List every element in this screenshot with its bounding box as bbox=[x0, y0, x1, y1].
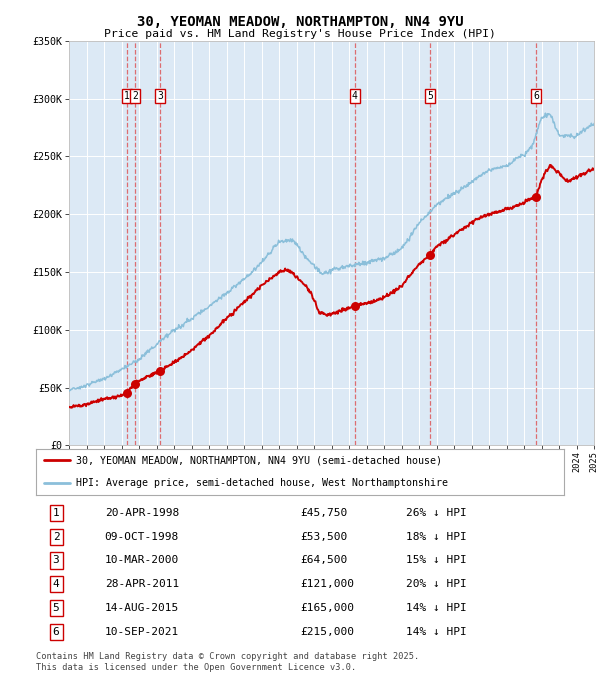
Text: 20% ↓ HPI: 20% ↓ HPI bbox=[406, 579, 466, 590]
Text: 10-SEP-2021: 10-SEP-2021 bbox=[104, 627, 179, 637]
Text: HPI: Average price, semi-detached house, West Northamptonshire: HPI: Average price, semi-detached house,… bbox=[76, 479, 448, 488]
Text: Price paid vs. HM Land Registry's House Price Index (HPI): Price paid vs. HM Land Registry's House … bbox=[104, 29, 496, 39]
Text: 6: 6 bbox=[53, 627, 59, 637]
Text: 5: 5 bbox=[427, 91, 433, 101]
Text: 2: 2 bbox=[53, 532, 59, 542]
Text: 18% ↓ HPI: 18% ↓ HPI bbox=[406, 532, 466, 542]
Text: £215,000: £215,000 bbox=[300, 627, 354, 637]
Text: £121,000: £121,000 bbox=[300, 579, 354, 590]
Text: 2: 2 bbox=[132, 91, 138, 101]
Text: £64,500: £64,500 bbox=[300, 556, 347, 566]
Text: £45,750: £45,750 bbox=[300, 508, 347, 518]
Text: 09-OCT-1998: 09-OCT-1998 bbox=[104, 532, 179, 542]
Text: 1: 1 bbox=[53, 508, 59, 518]
Text: 4: 4 bbox=[352, 91, 358, 101]
Text: 26% ↓ HPI: 26% ↓ HPI bbox=[406, 508, 466, 518]
Text: 14% ↓ HPI: 14% ↓ HPI bbox=[406, 627, 466, 637]
Text: 4: 4 bbox=[53, 579, 59, 590]
Text: 1: 1 bbox=[124, 91, 130, 101]
Text: 6: 6 bbox=[533, 91, 539, 101]
Text: 30, YEOMAN MEADOW, NORTHAMPTON, NN4 9YU (semi-detached house): 30, YEOMAN MEADOW, NORTHAMPTON, NN4 9YU … bbox=[76, 456, 442, 465]
Text: 20-APR-1998: 20-APR-1998 bbox=[104, 508, 179, 518]
Text: 14-AUG-2015: 14-AUG-2015 bbox=[104, 603, 179, 613]
Text: 28-APR-2011: 28-APR-2011 bbox=[104, 579, 179, 590]
Text: 30, YEOMAN MEADOW, NORTHAMPTON, NN4 9YU: 30, YEOMAN MEADOW, NORTHAMPTON, NN4 9YU bbox=[137, 15, 463, 29]
Text: 10-MAR-2000: 10-MAR-2000 bbox=[104, 556, 179, 566]
Text: Contains HM Land Registry data © Crown copyright and database right 2025.
This d: Contains HM Land Registry data © Crown c… bbox=[36, 652, 419, 672]
Text: 3: 3 bbox=[53, 556, 59, 566]
Text: 3: 3 bbox=[157, 91, 163, 101]
Text: 14% ↓ HPI: 14% ↓ HPI bbox=[406, 603, 466, 613]
Text: £165,000: £165,000 bbox=[300, 603, 354, 613]
Text: £53,500: £53,500 bbox=[300, 532, 347, 542]
Text: 5: 5 bbox=[53, 603, 59, 613]
Text: 15% ↓ HPI: 15% ↓ HPI bbox=[406, 556, 466, 566]
